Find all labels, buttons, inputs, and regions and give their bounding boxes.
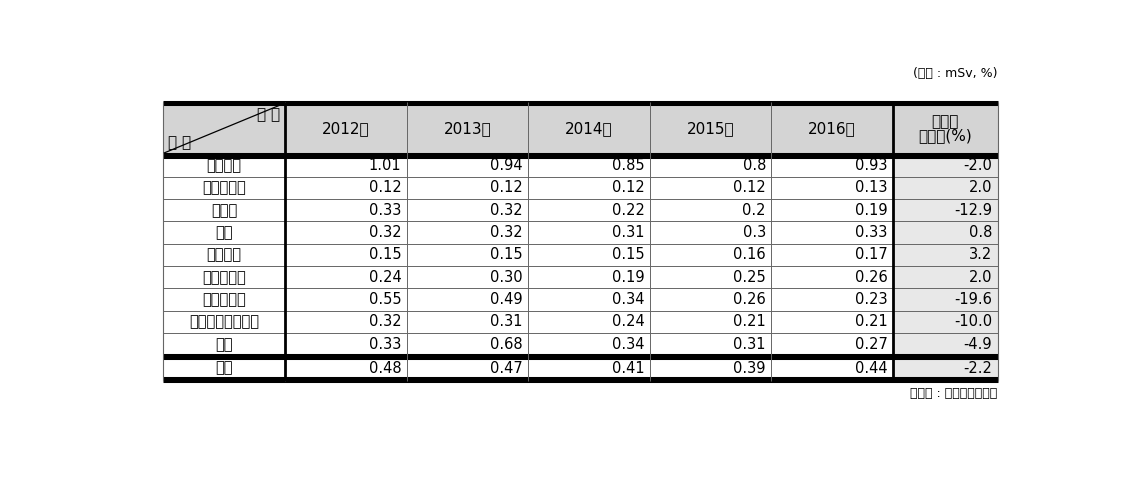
Text: 0.26: 0.26 [855,270,887,285]
Text: 기타: 기타 [216,337,233,352]
Text: 0.12: 0.12 [369,180,402,195]
Text: 0.32: 0.32 [490,225,523,240]
Text: 업무보조원: 업무보조원 [202,292,246,307]
Text: 0.33: 0.33 [855,225,887,240]
Text: 0.15: 0.15 [612,247,645,262]
Text: -10.0: -10.0 [954,314,992,329]
Text: 0.21: 0.21 [733,314,765,329]
Text: 연 도: 연 도 [256,107,280,122]
Text: 0.8: 0.8 [969,225,992,240]
Text: 0.39: 0.39 [734,360,765,376]
Text: 2.0: 2.0 [969,270,992,285]
Text: 방사선사: 방사선사 [207,158,242,173]
Text: 0.34: 0.34 [612,292,645,307]
Bar [893,177,998,199]
Text: 평균: 평균 [216,360,233,376]
Text: 0.34: 0.34 [612,337,645,352]
Text: -2.2: -2.2 [963,360,992,376]
Text: 0.93: 0.93 [855,158,887,173]
Bar [893,199,998,221]
Text: 0.13: 0.13 [855,180,887,195]
Text: 0.3: 0.3 [743,225,765,240]
Text: 2016년: 2016년 [808,121,856,136]
Text: 0.12: 0.12 [733,180,765,195]
Text: 의사: 의사 [216,225,233,240]
Text: 0.31: 0.31 [734,337,765,352]
Bar [893,311,998,333]
Text: 0.12: 0.12 [490,180,523,195]
Bar [893,333,998,355]
Text: -19.6: -19.6 [954,292,992,307]
Text: 0.94: 0.94 [490,158,523,173]
Text: 증가율(%): 증가율(%) [918,129,972,143]
Text: (단위 : mSv, %): (단위 : mSv, %) [913,67,998,81]
Text: 간호조무사: 간호조무사 [202,270,246,285]
Text: 0.19: 0.19 [612,270,645,285]
Text: 0.41: 0.41 [612,360,645,376]
Text: 0.48: 0.48 [369,360,402,376]
Text: -4.9: -4.9 [963,337,992,352]
Text: 0.85: 0.85 [612,158,645,173]
Text: 간호사: 간호사 [211,203,237,218]
Text: 1.01: 1.01 [369,158,402,173]
Text: 0.26: 0.26 [733,292,765,307]
Text: 0.32: 0.32 [369,225,402,240]
Text: 치과위생사: 치과위생사 [202,180,246,195]
Text: 0.12: 0.12 [612,180,645,195]
Text: 0.24: 0.24 [612,314,645,329]
Text: 0.30: 0.30 [490,270,523,285]
Text: 2015년: 2015년 [686,121,734,136]
Text: 0.27: 0.27 [855,337,887,352]
Bar [893,355,998,381]
Text: 0.24: 0.24 [369,270,402,285]
Text: 0.31: 0.31 [612,225,645,240]
Text: -12.9: -12.9 [954,203,992,218]
Bar [893,288,998,311]
Text: 0.22: 0.22 [612,203,645,218]
Text: 0.49: 0.49 [490,292,523,307]
Text: 0.31: 0.31 [490,314,523,329]
Text: 0.25: 0.25 [733,270,765,285]
Text: 0.19: 0.19 [855,203,887,218]
Text: 0.33: 0.33 [369,203,402,218]
Text: 0.32: 0.32 [369,314,402,329]
Text: 0.44: 0.44 [855,360,887,376]
Text: 구 분: 구 분 [168,136,192,151]
Text: 2012년: 2012년 [322,121,370,136]
Text: 영상의학과전문의: 영상의학과전문의 [189,314,259,329]
Bar [893,221,998,244]
Bar [893,154,998,177]
Text: 0.15: 0.15 [369,247,402,262]
Text: 0.21: 0.21 [855,314,887,329]
Text: 연평균: 연평균 [931,114,959,129]
Text: 2014년: 2014년 [566,121,613,136]
Text: 0.23: 0.23 [855,292,887,307]
Text: 0.15: 0.15 [490,247,523,262]
Text: 0.55: 0.55 [369,292,402,307]
Text: 〈출처 : 질병관리본부〉: 〈출처 : 질병관리본부〉 [910,387,998,400]
Text: 0.16: 0.16 [734,247,765,262]
Text: -2.0: -2.0 [963,158,992,173]
Text: 치과의사: 치과의사 [207,247,242,262]
Bar [163,102,998,154]
Text: 2013년: 2013년 [444,121,491,136]
Text: 2.0: 2.0 [969,180,992,195]
Bar [893,266,998,288]
Text: 0.17: 0.17 [855,247,887,262]
Text: 0.33: 0.33 [369,337,402,352]
Text: 0.32: 0.32 [490,203,523,218]
Text: 3.2: 3.2 [969,247,992,262]
Text: 0.2: 0.2 [743,203,765,218]
Bar [893,244,998,266]
Text: 0.8: 0.8 [743,158,765,173]
Text: 0.68: 0.68 [490,337,523,352]
Text: 0.47: 0.47 [490,360,523,376]
